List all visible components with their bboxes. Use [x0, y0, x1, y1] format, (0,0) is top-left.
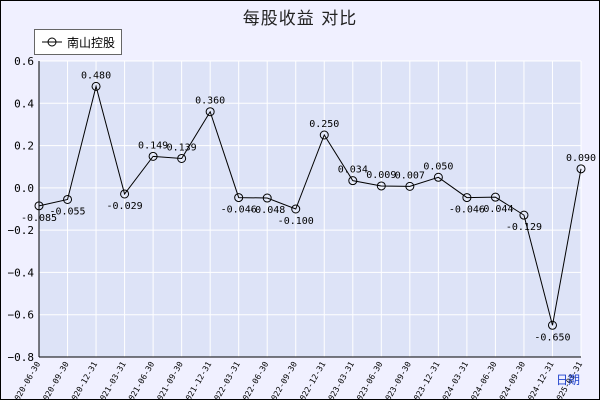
- data-points: [34, 81, 586, 330]
- y-tick-label: 0.0: [14, 182, 34, 195]
- x-tick-label: 2022-03-31: [210, 360, 242, 400]
- y-tick-label: −0.6: [8, 309, 35, 322]
- x-tick-label: 2021-09-30: [153, 360, 185, 400]
- legend: 南山控股: [34, 29, 123, 55]
- data-point: [319, 130, 329, 140]
- x-tick-label: 2021-03-31: [96, 360, 128, 400]
- data-label: -0.048: [249, 205, 285, 216]
- data-label: -0.046: [221, 205, 257, 216]
- x-axis-title: 日期: [556, 373, 581, 387]
- chart-title: 每股收益 对比: [242, 9, 358, 29]
- data-label: 0.149: [138, 140, 168, 151]
- data-point: [576, 164, 586, 174]
- x-tick-label: 2023-09-30: [381, 360, 413, 400]
- data-point: [348, 176, 358, 186]
- data-label: -0.046: [449, 205, 485, 216]
- data-label: -0.055: [49, 206, 85, 217]
- x-tick-label: 2023-06-30: [353, 360, 385, 400]
- data-point: [405, 181, 415, 191]
- data-label: -0.100: [278, 216, 314, 227]
- data-label: 0.139: [167, 142, 197, 153]
- x-tick-label: 2024-03-31: [438, 360, 470, 400]
- data-point: [291, 204, 301, 214]
- data-point: [177, 153, 187, 163]
- y-axis-ticks: 0.6 0.4 0.2 0.0 −0.2 −0.4 −0.6 −0.8: [8, 55, 35, 364]
- data-label: 0.250: [309, 119, 339, 130]
- x-tick-label: 2024-12-31: [524, 360, 556, 400]
- data-label: -0.650: [534, 332, 570, 343]
- data-label: 0.360: [195, 96, 225, 107]
- data-label: -0.044: [477, 204, 513, 215]
- data-label: -0.029: [107, 201, 143, 212]
- data-point: [433, 172, 443, 182]
- x-tick-label: 2020-12-31: [67, 360, 99, 400]
- data-point: [205, 107, 215, 117]
- data-point: [519, 210, 529, 220]
- x-tick-label: 2021-06-30: [124, 360, 156, 400]
- x-tick-label: 2020-09-30: [39, 360, 71, 400]
- x-tick-label: 2022-12-31: [296, 360, 328, 400]
- x-tick-label: 2022-06-30: [239, 360, 271, 400]
- x-tick-label: 2021-12-31: [182, 360, 214, 400]
- y-tick-label: −0.4: [8, 266, 35, 279]
- data-label: 0.034: [338, 165, 368, 176]
- data-label: -0.129: [506, 222, 542, 233]
- data-point: [376, 181, 386, 191]
- y-tick-label: −0.8: [8, 351, 35, 364]
- data-point: [63, 194, 73, 204]
- data-point: [34, 201, 44, 211]
- axes: [38, 61, 581, 358]
- data-label: 0.007: [395, 170, 425, 181]
- data-point: [91, 81, 101, 91]
- y-tick-label: 0.4: [14, 97, 34, 110]
- x-tick-label: 2024-09-30: [495, 360, 527, 400]
- data-point: [120, 189, 130, 199]
- data-label: -0.085: [21, 213, 57, 224]
- data-point: [262, 193, 272, 203]
- y-tick-label: −0.2: [8, 224, 35, 237]
- data-point: [234, 193, 244, 203]
- series-line: [38, 84, 582, 326]
- x-tick-label: 2023-12-31: [410, 360, 442, 400]
- x-tick-label: 2020-06-30: [10, 360, 42, 400]
- data-point: [490, 192, 500, 202]
- y-tick-label: 0.6: [14, 55, 34, 68]
- data-point: [547, 320, 557, 330]
- x-tick-label: 2022-09-30: [267, 360, 299, 400]
- x-tick-label: 2023-03-31: [324, 360, 356, 400]
- x-tick-label: 2024-06-30: [467, 360, 499, 400]
- legend-label: 南山控股: [67, 35, 116, 50]
- data-point: [462, 193, 472, 203]
- data-label: 0.480: [81, 70, 111, 81]
- legend-marker-icon: [42, 37, 62, 47]
- data-label: 0.090: [566, 153, 596, 164]
- x-axis-ticks: 2020-06-302020-09-302020-12-312021-03-31…: [10, 360, 584, 400]
- plot-area: [39, 61, 581, 357]
- data-label: 0.009: [366, 170, 396, 181]
- data-point: [148, 151, 158, 161]
- data-label: 0.050: [423, 161, 453, 172]
- y-tick-label: 0.2: [14, 140, 34, 153]
